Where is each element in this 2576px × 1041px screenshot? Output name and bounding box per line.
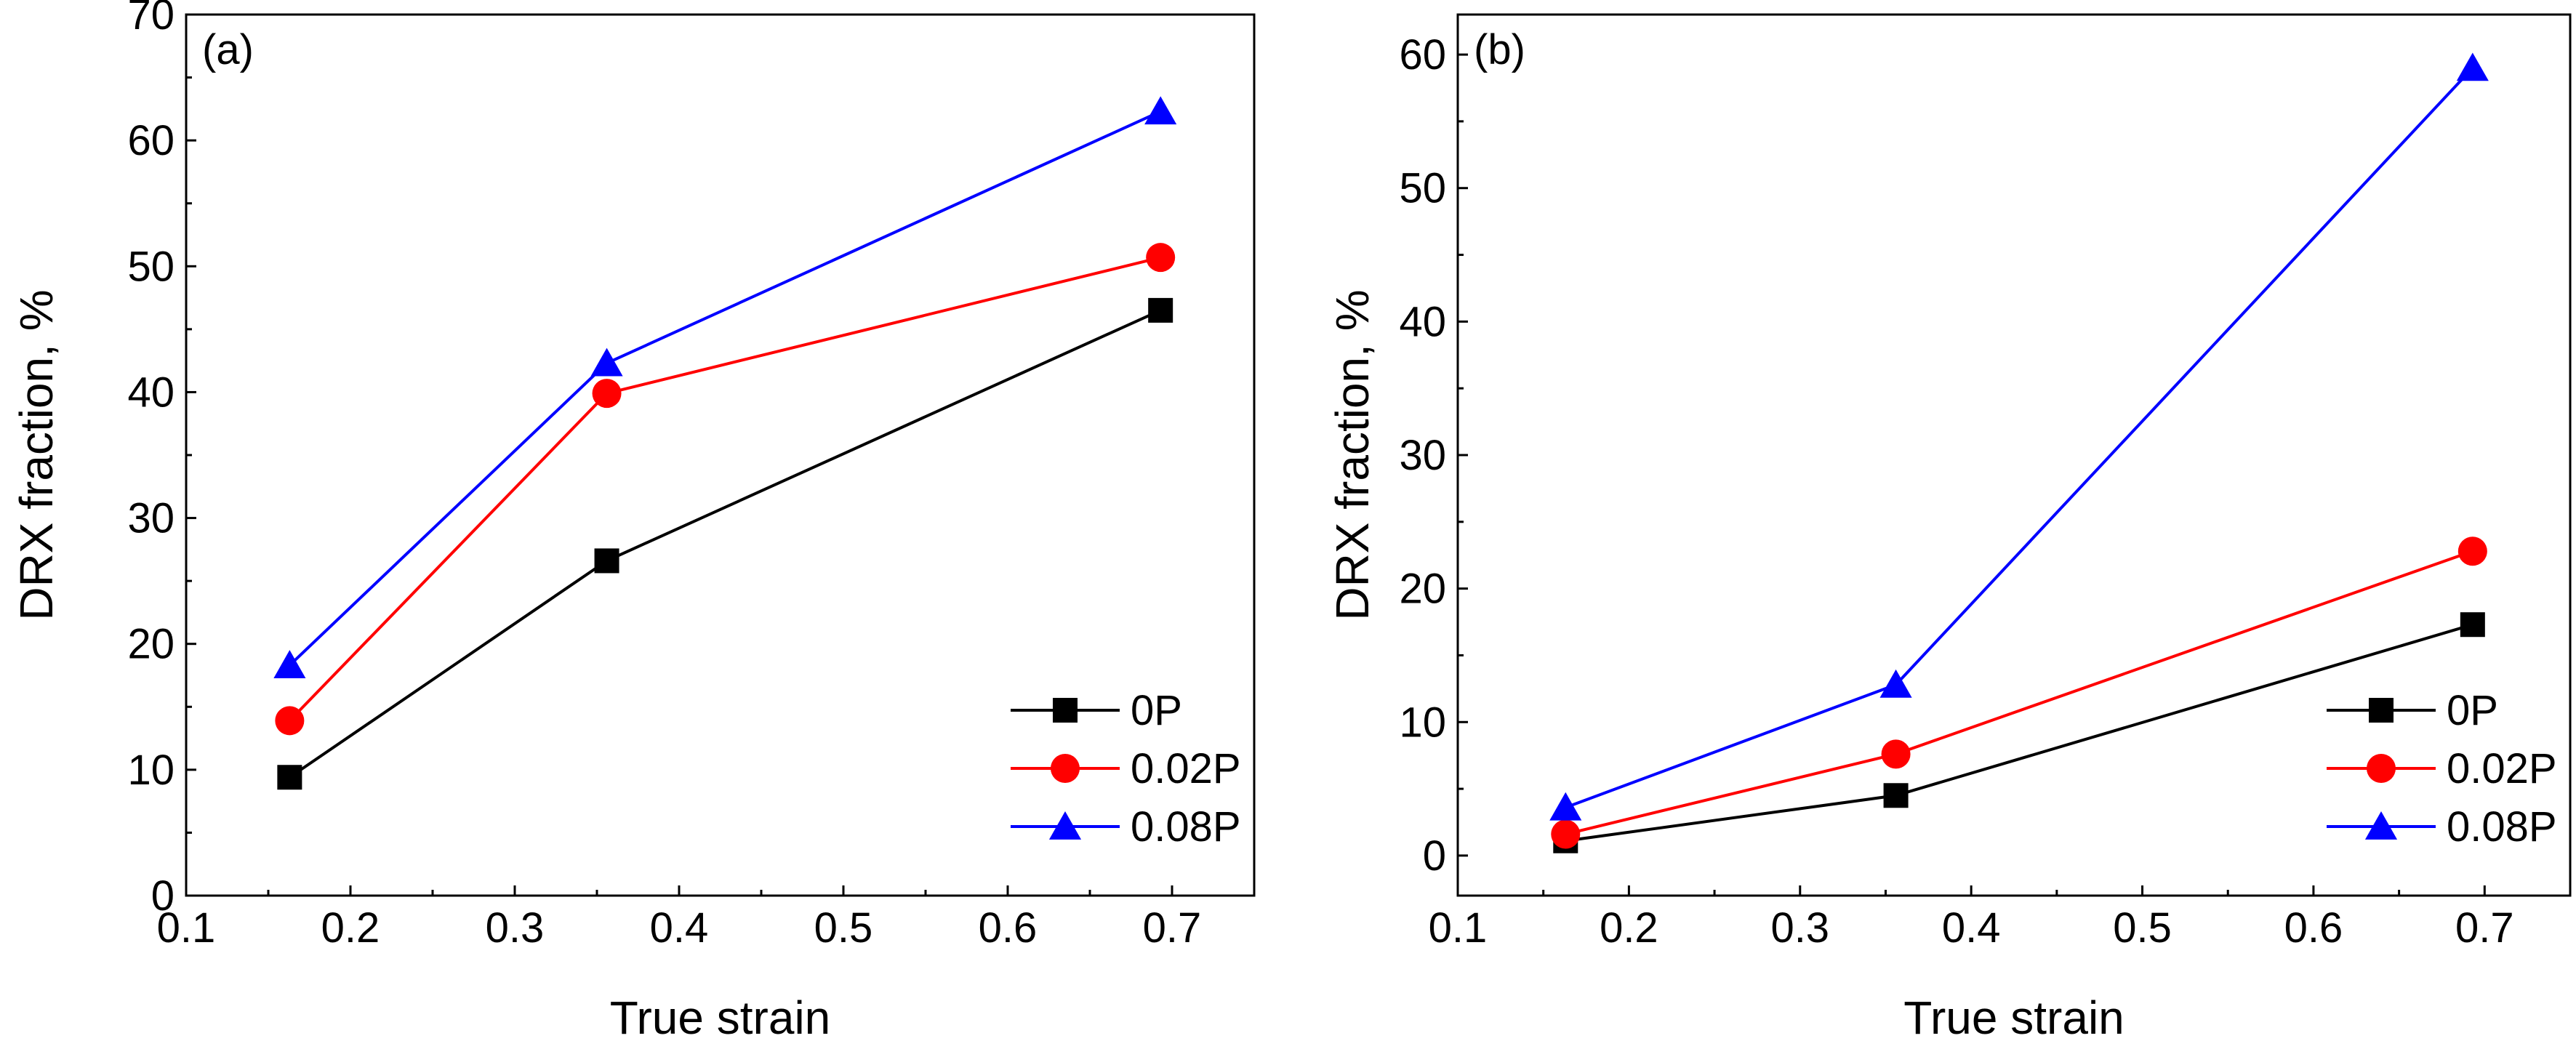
y-tick-label: 10 <box>127 747 174 794</box>
data-point-0.08P <box>1879 669 1912 698</box>
y-tick-label: 70 <box>127 0 174 39</box>
y-tick-label: 40 <box>127 369 174 416</box>
data-point-0.02P <box>1551 819 1581 849</box>
legend-marker-0.02P <box>2367 754 2396 783</box>
legend-marker-0P <box>2369 698 2394 723</box>
y-axis-title: DRX fraction, % <box>10 289 63 620</box>
x-tick-label: 0.1 <box>1429 904 1488 952</box>
x-tick-label: 0.7 <box>1143 904 1202 952</box>
y-tick-label: 20 <box>1399 566 1446 613</box>
data-point-0.02P <box>275 706 305 736</box>
x-tick-label: 0.6 <box>979 904 1038 952</box>
data-point-0P <box>594 548 619 574</box>
data-point-0.02P <box>1146 243 1176 273</box>
panel-label: (a) <box>202 26 254 73</box>
x-tick-label: 0.4 <box>650 904 709 952</box>
chart-panel-a: 0.1 0.2 0.3 0.4 0.5 0.6 0.7 0 10 20 30 40 50 60 70 True… <box>10 0 1256 1041</box>
series-line-0.02P <box>288 256 1161 722</box>
legend-marker-0.08P <box>2364 811 2398 840</box>
y-tick-label: 0 <box>151 872 174 920</box>
data-point-0P <box>2460 612 2485 638</box>
legend-label-0.08P: 0.08P <box>1131 803 1241 851</box>
series-line-0.02P <box>1565 550 2473 836</box>
x-tick-label: 0.7 <box>2455 904 2514 952</box>
data-point-0.08P <box>2456 52 2489 81</box>
legend-label-0.02P: 0.02P <box>2447 745 2557 792</box>
plot-frame <box>1456 13 2572 897</box>
legend-marker-0.08P <box>1048 811 1082 840</box>
x-tick-label: 0.6 <box>2284 904 2343 952</box>
data-point-0P <box>277 765 302 790</box>
legend-marker-0.02P <box>1051 754 1080 783</box>
y-tick-label: 40 <box>1399 298 1446 345</box>
series-line-0P <box>1565 623 2473 843</box>
y-tick-label: 30 <box>1399 432 1446 479</box>
x-tick-label: 0.2 <box>1600 904 1658 952</box>
y-tick-label: 50 <box>1399 165 1446 212</box>
legend-marker-0P <box>1053 698 1078 723</box>
x-tick-label: 0.3 <box>486 904 545 952</box>
data-point-0.02P <box>2457 536 2487 566</box>
data-point-0.08P <box>590 347 623 377</box>
x-axis-title: True strain <box>1903 992 2124 1041</box>
x-tick-label: 0.4 <box>1942 904 2001 952</box>
y-tick-label: 10 <box>1399 699 1446 746</box>
series-line-0.08P <box>289 110 1162 667</box>
data-point-0.08P <box>1549 792 1582 821</box>
legend-label-0.08P: 0.08P <box>2447 803 2557 851</box>
y-tick-label: 0 <box>1423 832 1446 880</box>
series-line-0P <box>289 309 1162 779</box>
y-tick-label: 60 <box>127 117 174 164</box>
data-point-0.08P <box>273 650 306 678</box>
data-point-0P <box>1883 783 1909 808</box>
legend-label-0.02P: 0.02P <box>1131 745 1241 792</box>
x-axis-title: True strain <box>610 992 831 1041</box>
legend-label-0P: 0P <box>2447 687 2498 734</box>
x-tick-label: 0.1 <box>157 904 216 952</box>
legend-label-0P: 0P <box>1131 687 1182 734</box>
data-point-0.08P <box>1144 96 1177 125</box>
y-tick-label: 60 <box>1399 31 1446 79</box>
y-tick-label: 50 <box>127 243 174 290</box>
x-tick-label: 0.2 <box>321 904 380 952</box>
panel-label: (b) <box>1474 26 1525 73</box>
y-tick-label: 20 <box>127 621 174 668</box>
plot-frame <box>185 13 1256 897</box>
y-tick-label: 30 <box>127 495 174 542</box>
x-tick-label: 0.5 <box>2113 904 2172 952</box>
series-line-0.08P <box>1565 67 2474 809</box>
y-axis-title: DRX fraction, % <box>1326 289 1379 620</box>
x-tick-label: 0.3 <box>1770 904 1829 952</box>
data-point-0.02P <box>1881 739 1911 769</box>
data-point-0P <box>1148 297 1173 323</box>
chart-panel-b: 0.1 0.2 0.3 0.4 0.5 0.6 0.7 0 10 20 30 40 50 60 True s… <box>1326 13 2572 1041</box>
x-tick-label: 0.5 <box>814 904 873 952</box>
data-point-0.02P <box>592 379 622 409</box>
